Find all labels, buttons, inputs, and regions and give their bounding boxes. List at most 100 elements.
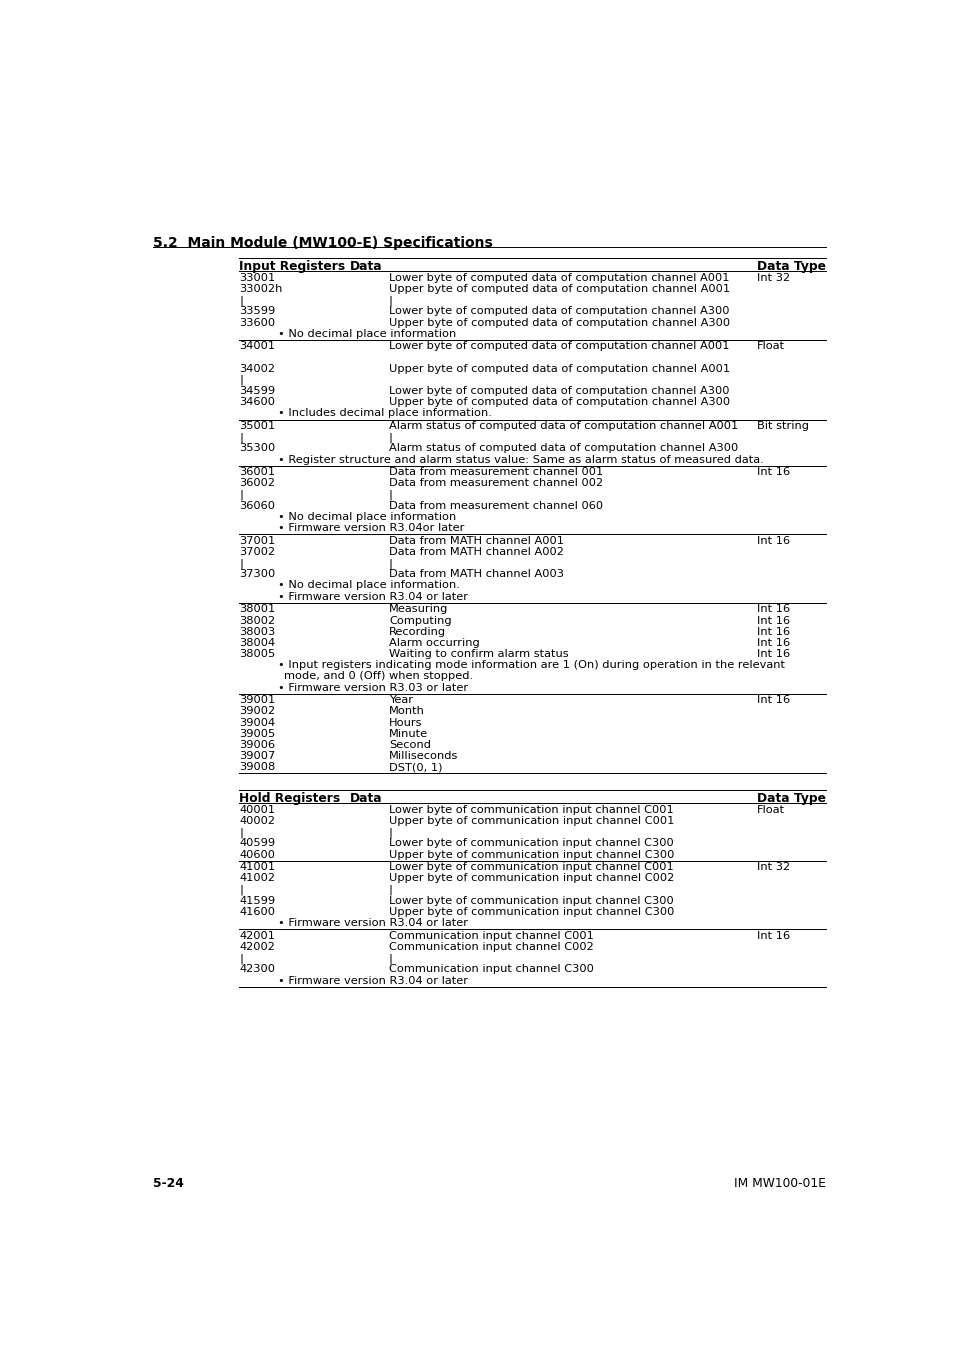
Text: 38004: 38004	[239, 637, 275, 648]
Text: 34599: 34599	[239, 386, 275, 396]
Text: Computing: Computing	[389, 616, 451, 625]
Text: • Firmware version R3.04 or later: • Firmware version R3.04 or later	[278, 918, 468, 929]
Text: Upper byte of communication input channel C300: Upper byte of communication input channe…	[389, 907, 674, 917]
Text: 38005: 38005	[239, 649, 275, 659]
Text: |: |	[239, 953, 243, 964]
Text: 33001: 33001	[239, 273, 275, 284]
Text: 36001: 36001	[239, 467, 275, 478]
Text: Lower byte of communication input channel C300: Lower byte of communication input channe…	[389, 838, 673, 848]
Text: Data from measurement channel 002: Data from measurement channel 002	[389, 478, 602, 489]
Text: Month: Month	[389, 706, 424, 717]
Text: |: |	[389, 432, 393, 443]
Text: Int 16: Int 16	[757, 649, 789, 659]
Text: Int 16: Int 16	[757, 637, 789, 648]
Text: 39002: 39002	[239, 706, 275, 717]
Text: Lower byte of computed data of computation channel A300: Lower byte of computed data of computati…	[389, 306, 729, 316]
Text: Recording: Recording	[389, 626, 446, 637]
Text: Year: Year	[389, 695, 413, 705]
Text: Data from measurement channel 001: Data from measurement channel 001	[389, 467, 602, 478]
Text: Upper byte of computed data of computation channel A001: Upper byte of computed data of computati…	[389, 363, 729, 374]
Text: Data: Data	[350, 792, 382, 805]
Text: 38001: 38001	[239, 605, 275, 614]
Text: Int 16: Int 16	[757, 605, 789, 614]
Text: • Firmware version R3.03 or later: • Firmware version R3.03 or later	[278, 683, 468, 693]
Text: • Firmware version R3.04 or later: • Firmware version R3.04 or later	[278, 976, 468, 986]
Text: Int 16: Int 16	[757, 467, 789, 478]
Text: 39007: 39007	[239, 751, 275, 761]
Text: 39004: 39004	[239, 718, 275, 728]
Text: Int 16: Int 16	[757, 931, 789, 941]
Text: Upper byte of computed data of computation channel A300: Upper byte of computed data of computati…	[389, 317, 729, 328]
Text: • Includes decimal place information.: • Includes decimal place information.	[278, 409, 492, 418]
Text: |: |	[239, 490, 243, 500]
Text: Upper byte of communication input channel C002: Upper byte of communication input channe…	[389, 873, 674, 883]
Text: Communication input channel C001: Communication input channel C001	[389, 931, 593, 941]
Text: Lower byte of computed data of computation channel A300: Lower byte of computed data of computati…	[389, 386, 729, 396]
Text: 5-24: 5-24	[153, 1177, 184, 1189]
Text: 33600: 33600	[239, 317, 275, 328]
Text: Hours: Hours	[389, 718, 422, 728]
Text: Data Type: Data Type	[757, 792, 825, 805]
Text: 42002: 42002	[239, 942, 275, 952]
Text: |: |	[239, 884, 243, 895]
Text: |: |	[389, 828, 393, 838]
Text: |: |	[239, 375, 243, 385]
Text: Int 32: Int 32	[757, 863, 789, 872]
Text: |: |	[389, 884, 393, 895]
Text: 41599: 41599	[239, 896, 275, 906]
Text: • No decimal place information.: • No decimal place information.	[278, 580, 459, 590]
Text: Alarm status of computed data of computation channel A001: Alarm status of computed data of computa…	[389, 421, 738, 431]
Text: Alarm occurring: Alarm occurring	[389, 637, 479, 648]
Text: Float: Float	[757, 805, 784, 815]
Text: • Input registers indicating mode information are 1 (On) during operation in the: • Input registers indicating mode inform…	[278, 660, 784, 670]
Text: 34600: 34600	[239, 397, 275, 408]
Text: 33002h: 33002h	[239, 284, 282, 294]
Text: 35001: 35001	[239, 421, 275, 431]
Text: 36002: 36002	[239, 478, 275, 489]
Text: Lower byte of communication input channel C300: Lower byte of communication input channe…	[389, 896, 673, 906]
Text: Data from MATH channel A003: Data from MATH channel A003	[389, 570, 563, 579]
Text: |: |	[239, 558, 243, 568]
Text: |: |	[239, 432, 243, 443]
Text: mode, and 0 (Off) when stopped.: mode, and 0 (Off) when stopped.	[283, 671, 472, 682]
Text: Measuring: Measuring	[389, 605, 448, 614]
Text: 37001: 37001	[239, 536, 275, 545]
Text: 36060: 36060	[239, 501, 275, 510]
Text: • No decimal place information: • No decimal place information	[278, 512, 456, 522]
Text: 39005: 39005	[239, 729, 275, 738]
Text: Lower byte of communication input channel C001: Lower byte of communication input channe…	[389, 863, 673, 872]
Text: 37002: 37002	[239, 547, 275, 558]
Text: 37300: 37300	[239, 570, 275, 579]
Text: |: |	[239, 296, 243, 305]
Text: Upper byte of communication input channel C300: Upper byte of communication input channe…	[389, 849, 674, 860]
Text: 41001: 41001	[239, 863, 275, 872]
Text: Minute: Minute	[389, 729, 428, 738]
Text: Data from MATH channel A002: Data from MATH channel A002	[389, 547, 563, 558]
Text: 5.2  Main Module (MW100-E) Specifications: 5.2 Main Module (MW100-E) Specifications	[153, 236, 493, 250]
Text: Upper byte of computed data of computation channel A001: Upper byte of computed data of computati…	[389, 284, 729, 294]
Text: Int 16: Int 16	[757, 536, 789, 545]
Text: Second: Second	[389, 740, 431, 749]
Text: • Firmware version R3.04 or later: • Firmware version R3.04 or later	[278, 591, 468, 602]
Text: 40600: 40600	[239, 849, 275, 860]
Text: Communication input channel C002: Communication input channel C002	[389, 942, 593, 952]
Text: Lower byte of communication input channel C001: Lower byte of communication input channe…	[389, 805, 673, 815]
Text: |: |	[389, 296, 393, 305]
Text: Lower byte of computed data of computation channel A001: Lower byte of computed data of computati…	[389, 273, 729, 284]
Text: Int 16: Int 16	[757, 616, 789, 625]
Text: Upper byte of computed data of computation channel A300: Upper byte of computed data of computati…	[389, 397, 729, 408]
Text: • Firmware version R3.04or later: • Firmware version R3.04or later	[278, 524, 464, 533]
Text: Data from MATH channel A001: Data from MATH channel A001	[389, 536, 563, 545]
Text: Upper byte of communication input channel C001: Upper byte of communication input channe…	[389, 817, 674, 826]
Text: Waiting to confirm alarm status: Waiting to confirm alarm status	[389, 649, 568, 659]
Text: 38002: 38002	[239, 616, 275, 625]
Text: 40002: 40002	[239, 817, 275, 826]
Text: 34002: 34002	[239, 363, 275, 374]
Text: Int 16: Int 16	[757, 695, 789, 705]
Text: 42001: 42001	[239, 931, 275, 941]
Text: 41002: 41002	[239, 873, 275, 883]
Text: 38003: 38003	[239, 626, 275, 637]
Text: Int 16: Int 16	[757, 626, 789, 637]
Text: Communication input channel C300: Communication input channel C300	[389, 964, 593, 975]
Text: 39001: 39001	[239, 695, 275, 705]
